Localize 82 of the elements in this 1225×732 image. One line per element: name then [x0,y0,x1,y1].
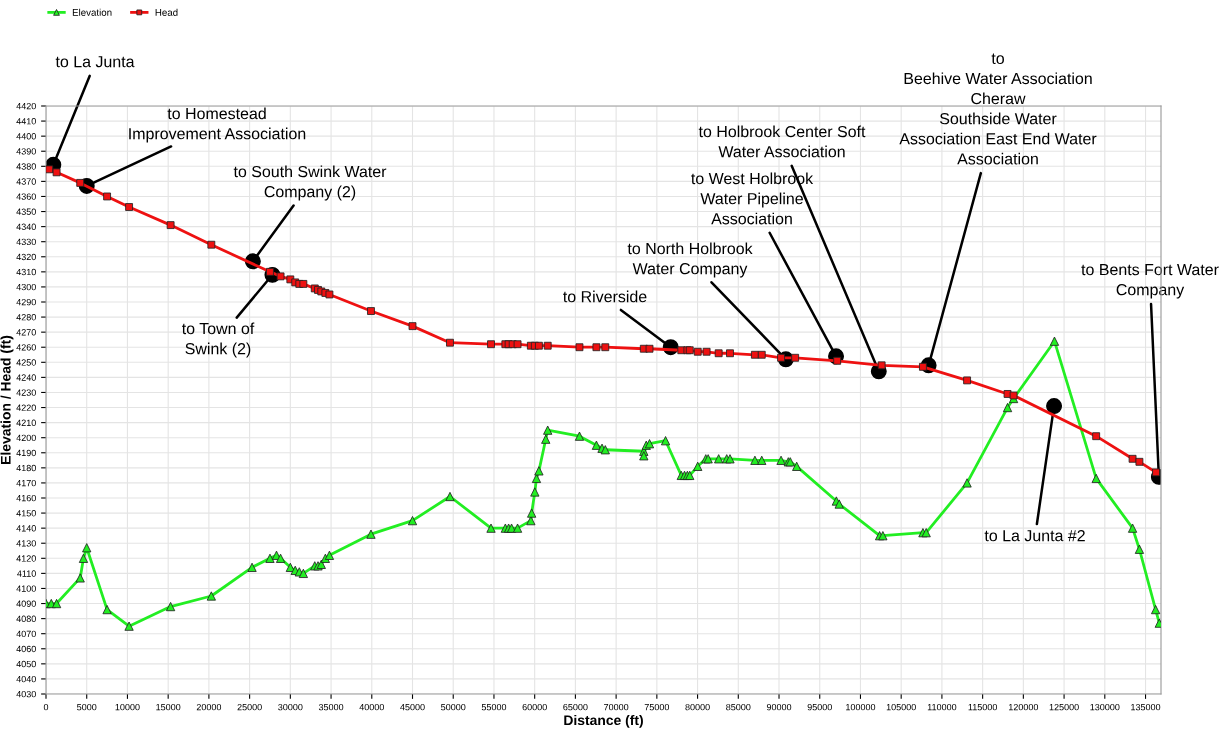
x-tick-label: 50000 [441,703,466,711]
y-tick-label: 4400 [16,133,36,140]
y-tick-label: 4410 [16,118,36,125]
y-tick-label: 4040 [16,675,36,683]
x-axis-title: Distance (ft) [564,714,643,728]
annotation: to Homestead Improvement Association [129,107,306,143]
x-tick-label: 85000 [726,703,751,711]
annotation: to La Junta [55,56,135,68]
x-tick-label: 65000 [563,703,588,711]
y-tick-label: 4100 [16,585,36,592]
y-tick-label: 4080 [16,615,36,622]
x-tick-label: 45000 [400,703,425,711]
x-tick-label: 115000 [968,703,998,711]
y-tick-label: 4070 [16,630,36,638]
y-tick-label: 4130 [16,540,36,547]
y-tick-label: 4170 [16,479,36,487]
y-tick-label: 4150 [16,510,36,517]
x-tick-label: 35000 [318,703,344,711]
x-tick-label: 30000 [278,703,303,711]
y-tick-label: 4340 [16,223,36,230]
y-tick-label: 4200 [16,434,36,442]
y-axis-title: Elevation / Head (ft) [0,335,14,464]
x-tick-label: 120000 [1008,703,1039,711]
y-tick-label: 4050 [16,660,36,668]
y-tick-label: 4210 [16,419,36,426]
y-tick-label: 4160 [16,494,36,502]
x-tick-label: 75000 [644,703,670,711]
y-tick-label: 4380 [16,163,36,170]
y-tick-label: 4180 [16,464,36,472]
annotation: to Holbrook Center Soft Water Association [698,125,866,158]
y-tick-label: 4270 [16,329,36,336]
y-tick-label: 4030 [16,690,36,698]
x-tick-label: 100000 [846,703,876,711]
y-tick-label: 4250 [16,359,36,366]
y-tick-label: 4120 [16,555,36,562]
y-tick-label: 4280 [16,314,36,321]
y-tick-label: 4370 [16,178,36,185]
x-tick-label: 110000 [927,703,957,711]
x-tick-label: 125000 [1049,703,1079,711]
legend-label: Elevation [72,8,112,16]
y-tick-label: 4260 [16,344,36,351]
annotation: to Beehive Water Association Cheraw Southside Water Association East End Water Association [899,53,1097,165]
y-tick-label: 4320 [16,253,36,261]
x-tick-label: 70000 [604,703,629,711]
x-tick-label: 25000 [237,703,262,711]
y-tick-label: 4300 [16,283,36,291]
y-tick-label: 4090 [16,600,36,607]
y-tick-label: 4360 [16,193,36,200]
annotation: to Town of Swink (2) [181,322,255,358]
x-tick-label: 105000 [886,703,916,711]
y-tick-label: 4110 [17,570,36,577]
x-tick-label: 10000 [115,703,140,711]
x-tick-label: 90000 [766,703,792,711]
y-tick-label: 4330 [16,238,36,246]
y-tick-label: 4060 [16,645,36,653]
y-tick-label: 4310 [16,268,36,276]
x-tick-label: 80000 [685,703,710,711]
annotation: to Bents Fort Water Company [1081,264,1219,299]
y-tick-label: 4290 [16,298,36,306]
y-tick-label: 4140 [16,525,36,532]
x-tick-label: 5000 [77,703,97,711]
x-tick-label: 95000 [807,703,832,711]
annotation: to North Holbrook Water Company [627,242,753,278]
annotation: to Riverside [563,290,647,303]
y-tick-label: 4420 [16,102,36,110]
x-tick-label: 40000 [359,703,384,711]
x-tick-label: 0 [43,703,49,711]
x-tick-label: 15000 [156,703,181,711]
y-tick-label: 4350 [16,208,36,215]
legend-label: Head [155,8,178,16]
x-tick-label: 130000 [1090,703,1120,711]
y-tick-label: 4390 [16,148,36,155]
x-tick-label: 135000 [1131,703,1161,711]
x-tick-label: 20000 [196,703,222,711]
x-tick-label: 60000 [522,703,547,711]
x-tick-label: 55000 [481,703,507,711]
annotation: to South Swink Water Company (2) [233,165,387,201]
annotation: to La Junta #2 [984,529,1085,542]
y-tick-label: 4240 [16,374,36,381]
y-tick-label: 4190 [16,449,36,457]
y-tick-label: 4220 [16,404,36,411]
y-tick-label: 4230 [16,389,36,396]
